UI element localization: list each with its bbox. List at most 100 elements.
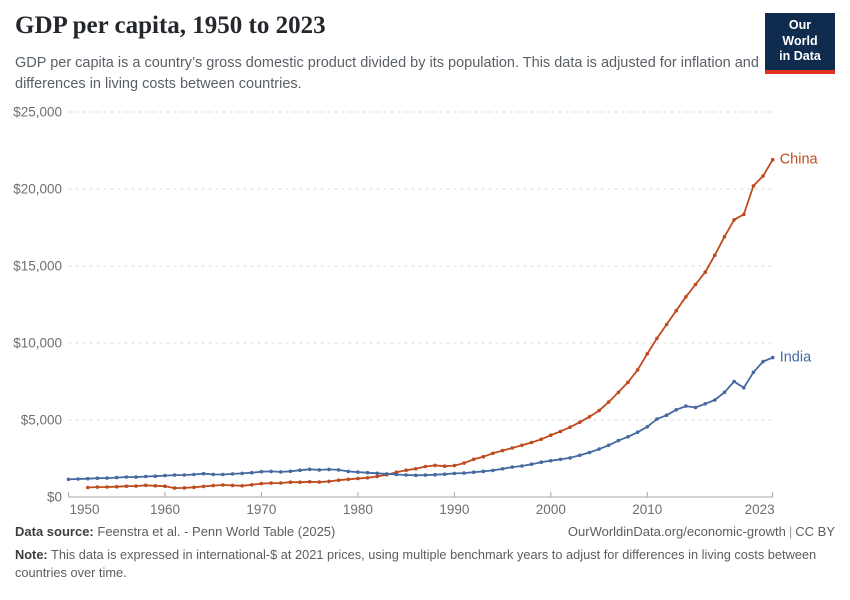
- india-data-point: [404, 473, 408, 477]
- india-data-point: [76, 477, 80, 481]
- china-data-point: [201, 484, 206, 489]
- chart-note: Note: This data is expressed in internat…: [15, 546, 835, 582]
- china-data-point: [558, 429, 563, 434]
- china-data-point: [442, 464, 447, 469]
- india-data-point: [95, 476, 100, 481]
- x-axis-label: 2000: [536, 502, 566, 517]
- china-data-point: [134, 484, 138, 488]
- china-data-point: [230, 483, 235, 488]
- x-axis-label: 1970: [246, 502, 276, 517]
- china-data-point: [742, 212, 746, 217]
- data-source-label: Data source:: [15, 524, 94, 539]
- china-data-point: [317, 480, 322, 484]
- line-chart: $0 $5,000 $10,000 $15,000 $20,000 $25,000 1950…: [0, 95, 850, 525]
- chart-subtitle: GDP per capita is a country’s gross dome…: [15, 55, 759, 92]
- china-data-point: [124, 484, 129, 489]
- india-line[interactable]: [67, 356, 774, 481]
- x-axis-label: 1980: [343, 502, 373, 517]
- y-axis-label: $5,000: [21, 413, 62, 428]
- india-data-point: [66, 477, 71, 482]
- china-data-point: [307, 480, 312, 484]
- china-data-point: [462, 461, 466, 465]
- india-data-point: [722, 390, 727, 395]
- india-data-point: [375, 471, 380, 476]
- india-data-point: [385, 472, 389, 476]
- china-data-point: [481, 454, 486, 459]
- india-data-point: [105, 476, 109, 480]
- india-data-point: [346, 469, 351, 474]
- india-data-point: [114, 475, 119, 480]
- india-data-point: [356, 470, 360, 474]
- china-data-point: [172, 486, 177, 490]
- page-title: GDP per capita, 1950 to 2023: [15, 12, 326, 39]
- india-data-point: [250, 470, 254, 475]
- india-data-point: [742, 385, 746, 390]
- china-data-point: [539, 437, 543, 442]
- china-data-point: [732, 218, 736, 222]
- china-data-point: [645, 352, 650, 356]
- india-data-point: [221, 472, 225, 477]
- china-data-point: [616, 390, 621, 395]
- owid-url-link[interactable]: OurWorldinData.org/economic-growth: [567, 524, 786, 539]
- china-data-point: [86, 485, 90, 490]
- india-data-point: [481, 469, 486, 474]
- china-data-point: [664, 322, 669, 327]
- india-data-point: [143, 474, 148, 479]
- china-data-point: [153, 484, 158, 488]
- india-data-point: [442, 472, 447, 477]
- china-series[interactable]: China: [86, 152, 819, 490]
- china-data-point: [105, 485, 109, 489]
- china-data-point: [163, 484, 167, 489]
- note-label: Note:: [15, 547, 48, 562]
- india-data-point: [568, 456, 572, 460]
- china-series-label: China: [780, 152, 819, 168]
- india-data-point: [761, 359, 765, 364]
- india-data-point: [124, 475, 129, 479]
- license-link[interactable]: CC BY: [795, 524, 835, 539]
- china-data-point: [606, 400, 611, 404]
- china-data-point: [250, 483, 254, 487]
- india-data-point: [500, 467, 505, 471]
- china-data-point: [182, 486, 187, 490]
- china-data-point: [751, 184, 756, 188]
- india-data-point: [539, 460, 543, 465]
- china-data-point: [269, 481, 273, 485]
- india-data-point: [192, 472, 196, 477]
- china-data-point: [423, 464, 428, 469]
- china-data-point: [278, 481, 283, 485]
- india-data-point: [471, 470, 476, 475]
- india-data-point: [259, 469, 264, 474]
- india-data-point: [182, 473, 187, 477]
- china-data-point: [703, 270, 707, 274]
- india-data-point: [278, 470, 283, 474]
- china-data-point: [491, 451, 495, 456]
- india-data-point: [635, 430, 640, 435]
- china-data-point: [114, 484, 119, 489]
- china-data-point: [578, 420, 582, 425]
- china-data-point: [288, 480, 293, 485]
- china-line[interactable]: [86, 158, 774, 490]
- india-data-point: [153, 474, 158, 479]
- india-data-point: [597, 447, 601, 451]
- india-data-point: [664, 413, 669, 418]
- india-data-point: [529, 462, 534, 467]
- india-data-point: [491, 468, 495, 473]
- india-data-point: [336, 468, 341, 472]
- y-axis-label: $0: [47, 490, 62, 505]
- india-data-point: [645, 425, 650, 429]
- india-data-point: [558, 457, 563, 462]
- x-axis-label: 1950: [70, 502, 100, 517]
- china-data-point: [626, 380, 630, 385]
- china-data-point: [761, 174, 765, 178]
- india-series[interactable]: India: [66, 350, 812, 482]
- india-data-point: [201, 471, 206, 476]
- china-data-point: [336, 478, 341, 483]
- owid-logo[interactable]: Our World in Data: [765, 13, 835, 74]
- india-data-point: [616, 438, 621, 443]
- china-data-point: [510, 446, 514, 450]
- y-axis-label: $25,000: [13, 105, 62, 120]
- y-axis-label: $20,000: [13, 182, 62, 197]
- india-data-point: [307, 467, 312, 472]
- india-data-point: [423, 473, 428, 477]
- india-data-point: [674, 408, 678, 412]
